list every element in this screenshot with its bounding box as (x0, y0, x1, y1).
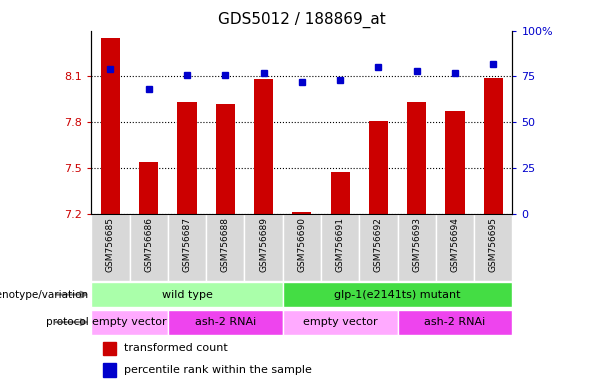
Text: GSM756685: GSM756685 (106, 217, 115, 272)
Text: empty vector: empty vector (92, 317, 167, 327)
Bar (445, 111, 465, 214)
FancyBboxPatch shape (474, 214, 512, 281)
Title: GDS5012 / 188869_at: GDS5012 / 188869_at (218, 12, 386, 28)
Text: ash-2 RNAi: ash-2 RNAi (195, 317, 256, 327)
Text: transformed count: transformed count (124, 343, 227, 353)
Text: empty vector: empty vector (303, 317, 378, 327)
Bar (101, 38, 120, 214)
Text: glp-1(e2141ts) mutant: glp-1(e2141ts) mutant (335, 290, 461, 300)
Text: ash-2 RNAi: ash-2 RNAi (425, 317, 485, 327)
Bar (292, 212, 312, 214)
FancyBboxPatch shape (244, 214, 283, 281)
Bar (139, 162, 158, 214)
Bar (484, 78, 503, 214)
Text: GSM756692: GSM756692 (374, 217, 383, 272)
Bar (254, 79, 273, 214)
Bar (177, 102, 197, 214)
Text: GSM756686: GSM756686 (144, 217, 153, 272)
Text: GSM756687: GSM756687 (183, 217, 191, 272)
Text: GSM756689: GSM756689 (259, 217, 268, 272)
Bar (103, 341, 116, 355)
Text: wild type: wild type (161, 290, 213, 300)
FancyBboxPatch shape (283, 214, 321, 281)
FancyBboxPatch shape (359, 214, 398, 281)
FancyBboxPatch shape (91, 310, 168, 334)
Text: GSM756690: GSM756690 (297, 217, 306, 272)
Text: protocol: protocol (45, 317, 88, 327)
FancyBboxPatch shape (321, 214, 359, 281)
Text: GSM756691: GSM756691 (336, 217, 345, 272)
FancyBboxPatch shape (91, 282, 283, 307)
Bar (407, 102, 426, 214)
Text: GSM756695: GSM756695 (489, 217, 498, 272)
Bar (103, 363, 116, 377)
FancyBboxPatch shape (168, 214, 206, 281)
FancyBboxPatch shape (283, 310, 398, 334)
FancyBboxPatch shape (398, 214, 436, 281)
Bar (216, 104, 235, 214)
Text: GSM756693: GSM756693 (412, 217, 421, 272)
Text: GSM756688: GSM756688 (221, 217, 230, 272)
FancyBboxPatch shape (168, 310, 283, 334)
FancyBboxPatch shape (206, 214, 244, 281)
Text: GSM756694: GSM756694 (451, 217, 459, 272)
Text: percentile rank within the sample: percentile rank within the sample (124, 365, 312, 375)
FancyBboxPatch shape (91, 214, 130, 281)
FancyBboxPatch shape (283, 282, 512, 307)
Text: genotype/variation: genotype/variation (0, 290, 88, 300)
Bar (330, 172, 350, 214)
FancyBboxPatch shape (398, 310, 512, 334)
FancyBboxPatch shape (130, 214, 168, 281)
Bar (369, 121, 388, 214)
FancyBboxPatch shape (436, 214, 474, 281)
